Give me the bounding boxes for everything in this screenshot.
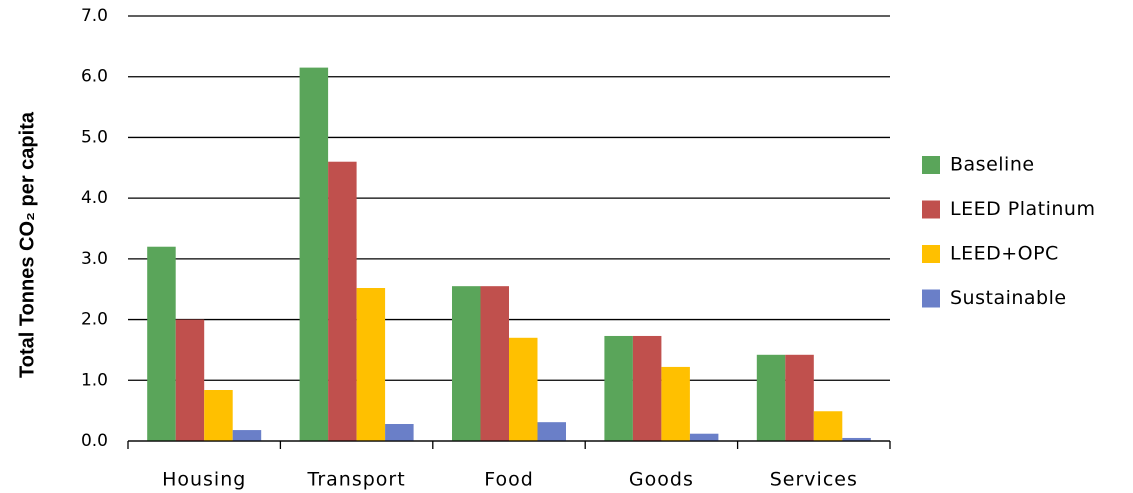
bar [756, 354, 786, 441]
y-tick-label: 7.0 [81, 6, 108, 26]
y-axis-title: Total Tonnes CO₂ per capita [16, 111, 38, 378]
bar [232, 430, 262, 441]
y-tick-label: 6.0 [81, 67, 108, 87]
bar [509, 337, 538, 441]
bar [452, 286, 481, 441]
x-tick-label: Goods [629, 469, 694, 491]
bar [175, 319, 205, 441]
y-tick-label: 0.0 [81, 431, 108, 451]
bar [204, 390, 233, 441]
bar [537, 422, 566, 441]
legend-swatch [922, 200, 940, 219]
bar [385, 424, 414, 441]
bar [661, 366, 690, 441]
x-tick-label: Food [484, 469, 534, 491]
legend-label: LEED+OPC [950, 243, 1059, 265]
bar [632, 335, 662, 441]
bar [842, 437, 871, 441]
legend-label: LEED Platinum [950, 198, 1095, 220]
legend-swatch [922, 289, 940, 308]
y-tick-label: 2.0 [81, 310, 108, 330]
bar [299, 67, 329, 441]
y-tick-label: 3.0 [81, 249, 108, 269]
x-tick-label: Transport [307, 469, 406, 491]
y-tick-label: 4.0 [81, 188, 108, 208]
legend-swatch [922, 156, 940, 174]
x-tick-label: Housing [162, 469, 246, 491]
y-tick-label: 5.0 [81, 127, 108, 147]
x-tick-label: Services [770, 469, 858, 491]
bar [689, 433, 719, 441]
bar [785, 354, 814, 441]
bar [480, 286, 509, 441]
bar [813, 411, 843, 441]
bar [356, 288, 386, 441]
bar [604, 335, 633, 441]
legend-label: Baseline [950, 154, 1035, 176]
legend-swatch [922, 245, 940, 263]
bar [328, 161, 357, 441]
legend-label: Sustainable [950, 287, 1067, 309]
bar [147, 246, 176, 441]
y-tick-label: 1.0 [81, 370, 108, 390]
